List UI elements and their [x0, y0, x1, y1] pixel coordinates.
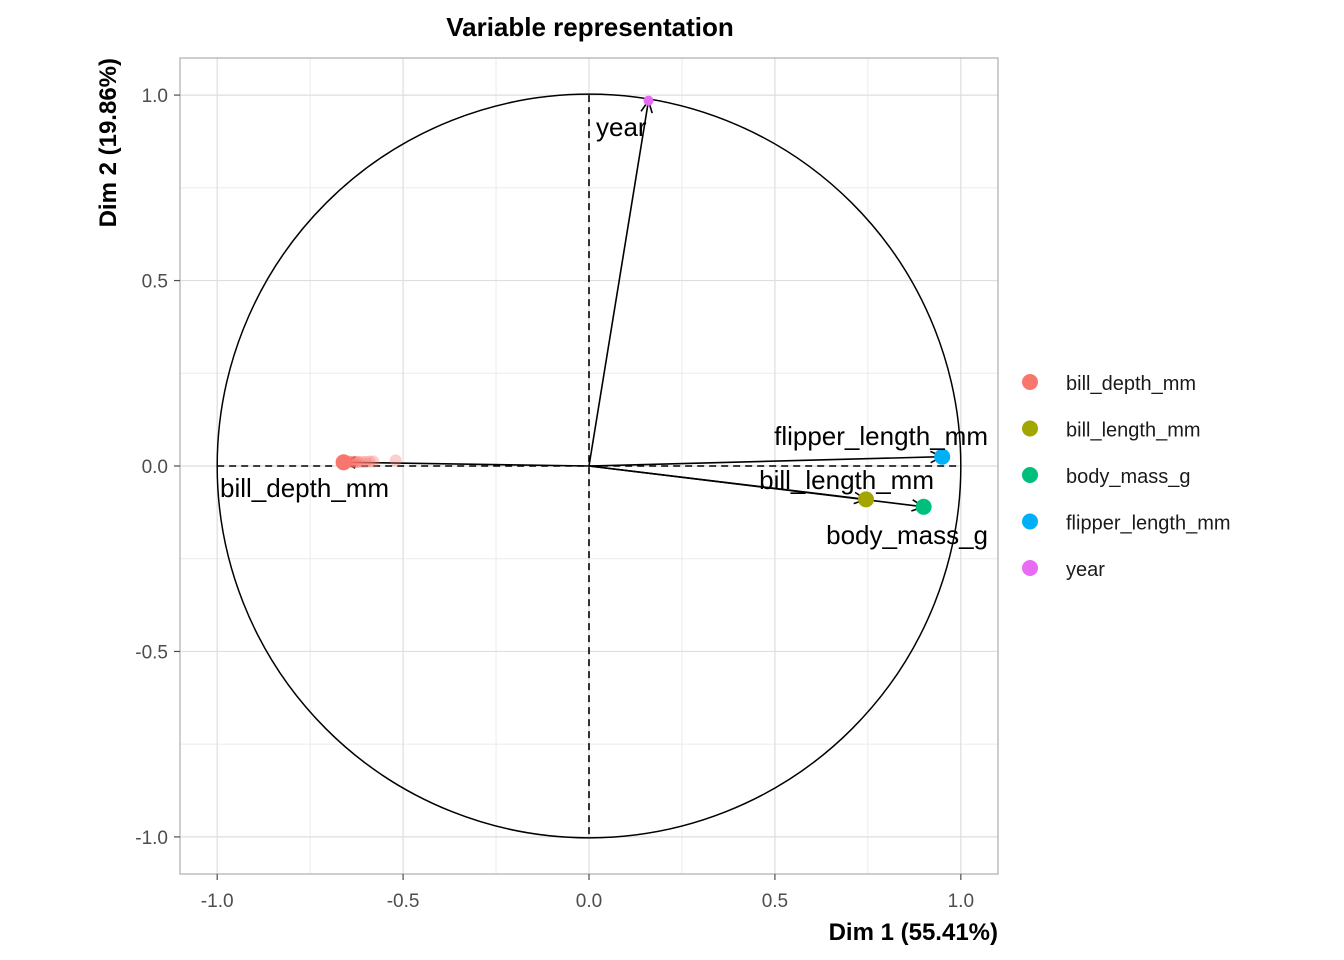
bill-depth-trail-point — [356, 455, 369, 468]
legend-label-year: year — [1066, 559, 1105, 581]
bill-depth-trail-point — [389, 454, 402, 467]
y-tick-label: -1.0 — [135, 828, 168, 849]
bill-depth-trail-point — [348, 455, 361, 468]
point-bill_depth_mm — [335, 454, 352, 471]
x-axis-ticks: -1.0 -0.5 0.0 0.5 1.0 — [201, 874, 974, 912]
label-body_mass_g: body_mass_g — [826, 520, 988, 550]
arrow-flipper_length_mm — [588, 455, 943, 467]
arrow-year — [588, 100, 650, 467]
labels-layer: bill_depth_mm bill_length_mm body_mass_g fl… — [220, 112, 988, 550]
legend-label-bill_length_mm: bill_length_mm — [1066, 420, 1201, 442]
legend-label-flipper_length_mm: flipper_length_mm — [1066, 513, 1231, 535]
legend-label-body_mass_g: body_mass_g — [1066, 466, 1191, 488]
y-axis-ticks: -1.0 -0.5 0.0 0.5 1.0 — [135, 86, 180, 849]
y-tick-label: 0.5 — [142, 272, 168, 293]
legend-key-body_mass_g — [1022, 467, 1038, 483]
bill-depth-trail-point — [367, 455, 380, 468]
label-flipper_length_mm: flipper_length_mm — [774, 421, 988, 451]
legend-key-year — [1022, 560, 1038, 576]
points-layer — [335, 95, 951, 515]
bill-depth-trail-point — [363, 455, 376, 468]
legend-label-bill_depth_mm: bill_depth_mm — [1066, 373, 1196, 395]
x-axis-title: Dim 1 (55.41%) — [829, 919, 998, 946]
x-tick-label: -0.5 — [387, 891, 420, 912]
point-flipper_length_mm — [934, 448, 951, 465]
y-axis-title: Dim 2 (19.86%) — [95, 58, 122, 227]
y-tick-label: 0.0 — [142, 457, 168, 478]
legend: bill_depth_mm bill_length_mm body_mass_gfl… — [1022, 373, 1231, 581]
point-year — [643, 95, 654, 106]
legend-key-flipper_length_mm — [1022, 513, 1038, 530]
x-tick-label: 0.5 — [762, 891, 788, 912]
bill-depth-trail-point — [350, 455, 363, 468]
x-tick-label: 0.0 — [576, 891, 602, 912]
label-year: year — [596, 112, 647, 142]
point-bill_length_mm — [858, 491, 875, 508]
point-body_mass_g — [915, 498, 932, 515]
bill-depth-trail-point — [359, 455, 372, 468]
y-tick-label: 1.0 — [142, 86, 168, 107]
x-tick-label: 1.0 — [948, 891, 974, 912]
bill-depth-trail-point — [352, 455, 365, 468]
legend-key-bill_depth_mm — [1022, 374, 1038, 390]
chart-title: Variable representation — [446, 12, 734, 42]
x-tick-label: -1.0 — [201, 891, 234, 912]
legend-key-bill_length_mm — [1022, 420, 1038, 437]
arrow-bill_depth_mm — [343, 461, 590, 467]
label-bill_length_mm: bill_length_mm — [759, 465, 934, 495]
label-bill_depth_mm: bill_depth_mm — [220, 473, 389, 503]
y-tick-label: -0.5 — [135, 642, 168, 663]
